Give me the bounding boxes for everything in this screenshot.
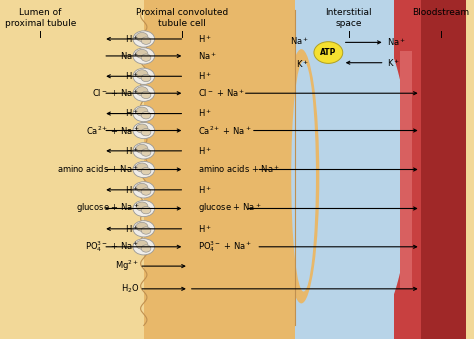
Circle shape	[133, 161, 155, 178]
Circle shape	[133, 182, 155, 198]
FancyBboxPatch shape	[393, 0, 429, 339]
Circle shape	[141, 188, 151, 195]
Ellipse shape	[291, 61, 316, 292]
Text: glucose + Na$^+$: glucose + Na$^+$	[198, 202, 261, 215]
Text: PO$_4^{3-}$ + Na$^+$: PO$_4^{3-}$ + Na$^+$	[85, 239, 139, 254]
Text: ATP: ATP	[320, 48, 337, 57]
Text: H$^+$: H$^+$	[125, 184, 139, 196]
Text: H$^+$: H$^+$	[198, 184, 212, 196]
Text: Bloodstream: Bloodstream	[412, 8, 469, 18]
Text: H$^+$: H$^+$	[198, 33, 212, 45]
Text: H$^+$: H$^+$	[198, 108, 212, 119]
Text: glucose + Na$^+$: glucose + Na$^+$	[76, 202, 139, 215]
Circle shape	[141, 167, 151, 175]
Text: Ca$^{2+}$ + Na$^+$: Ca$^{2+}$ + Na$^+$	[86, 124, 139, 137]
Text: H$^+$: H$^+$	[125, 223, 139, 235]
Circle shape	[136, 49, 148, 58]
Text: K$^+$: K$^+$	[387, 57, 400, 68]
Circle shape	[136, 222, 148, 231]
Circle shape	[136, 33, 148, 41]
Circle shape	[136, 144, 148, 153]
Circle shape	[133, 105, 155, 122]
Circle shape	[314, 42, 343, 63]
Text: H$^+$: H$^+$	[198, 223, 212, 235]
Ellipse shape	[283, 49, 319, 303]
Text: Na$^+$: Na$^+$	[291, 35, 310, 46]
Circle shape	[141, 74, 151, 82]
Circle shape	[141, 128, 151, 136]
Circle shape	[133, 31, 155, 47]
Circle shape	[136, 240, 148, 249]
Circle shape	[136, 202, 148, 211]
Circle shape	[133, 221, 155, 237]
Circle shape	[136, 183, 148, 192]
Text: amino acids + Na$^+$: amino acids + Na$^+$	[198, 164, 280, 175]
Text: H$^+$: H$^+$	[125, 108, 139, 119]
Text: H$^+$: H$^+$	[198, 71, 212, 82]
Circle shape	[141, 37, 151, 44]
Text: PO$_4^{3-}$ + Na$^+$: PO$_4^{3-}$ + Na$^+$	[198, 239, 252, 254]
Text: H$^+$: H$^+$	[198, 145, 212, 157]
Circle shape	[136, 107, 148, 116]
Circle shape	[141, 112, 151, 119]
FancyBboxPatch shape	[294, 0, 393, 339]
Circle shape	[133, 122, 155, 139]
FancyBboxPatch shape	[420, 0, 465, 339]
Text: Lumen of
proximal tubule: Lumen of proximal tubule	[5, 8, 76, 28]
Circle shape	[141, 54, 151, 61]
Circle shape	[133, 68, 155, 84]
Circle shape	[136, 87, 148, 96]
Text: H$^+$: H$^+$	[125, 145, 139, 157]
Text: Na$^+$: Na$^+$	[198, 50, 217, 62]
Circle shape	[133, 239, 155, 255]
Circle shape	[133, 48, 155, 64]
Text: amino acids + Na$^+$: amino acids + Na$^+$	[57, 164, 139, 175]
Text: Cl$^-$ + Na$^+$: Cl$^-$ + Na$^+$	[198, 87, 245, 99]
Circle shape	[141, 227, 151, 234]
Text: H$^+$: H$^+$	[125, 33, 139, 45]
Circle shape	[136, 163, 148, 172]
Text: Mg$^{2+}$: Mg$^{2+}$	[115, 259, 139, 273]
Text: H$^+$: H$^+$	[125, 71, 139, 82]
Text: Proximal convoluted
tubule cell: Proximal convoluted tubule cell	[136, 8, 228, 28]
Text: H$_2$O: H$_2$O	[121, 283, 139, 295]
FancyBboxPatch shape	[16, 0, 465, 339]
Text: Ca$^{2+}$ + Na$^+$: Ca$^{2+}$ + Na$^+$	[198, 124, 251, 137]
Text: Na$^+$: Na$^+$	[120, 50, 139, 62]
Circle shape	[136, 124, 148, 133]
Circle shape	[136, 70, 148, 79]
Circle shape	[141, 91, 151, 99]
FancyBboxPatch shape	[401, 51, 411, 288]
Text: Interstitial
space: Interstitial space	[325, 8, 372, 28]
Text: K$^+$: K$^+$	[296, 59, 310, 70]
FancyBboxPatch shape	[144, 0, 294, 339]
Circle shape	[133, 85, 155, 101]
Circle shape	[141, 206, 151, 214]
Text: Na$^+$: Na$^+$	[387, 37, 406, 48]
Circle shape	[141, 149, 151, 156]
Circle shape	[141, 245, 151, 252]
Polygon shape	[306, 14, 402, 339]
Circle shape	[133, 200, 155, 217]
Text: Cl$^-$ + Na$^+$: Cl$^-$ + Na$^+$	[92, 87, 139, 99]
Circle shape	[133, 143, 155, 159]
